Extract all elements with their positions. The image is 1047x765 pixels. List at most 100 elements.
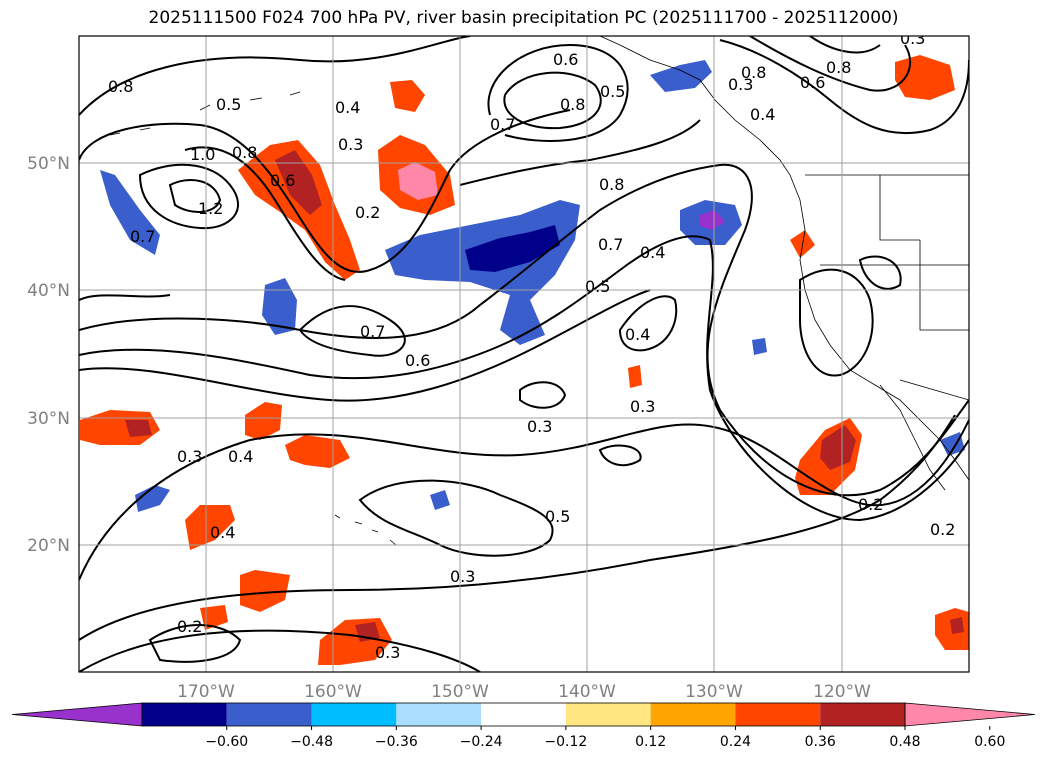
hawaii-islands	[334, 514, 397, 546]
contour-label: 0.4	[625, 325, 650, 344]
graticule	[79, 36, 969, 672]
pv-contour	[358, 479, 554, 557]
baja-coastline	[879, 384, 946, 491]
lon-label: 150°W	[431, 682, 489, 702]
contour-label: 0.4	[750, 105, 775, 124]
precip-patch	[135, 485, 170, 512]
contour-label: 0.2	[858, 495, 883, 514]
pv-contour	[168, 179, 222, 213]
contour-label: 0.6	[270, 171, 295, 190]
pv-contour	[749, 36, 911, 92]
pv-contour	[459, 119, 701, 186]
colorbar-swatch	[142, 703, 227, 726]
pv-contour	[184, 146, 346, 281]
contour-label: 0.5	[545, 507, 570, 526]
pv-contour	[79, 629, 481, 672]
colorbar-tick-label: 0.24	[720, 734, 751, 750]
contour-label: 0.3	[900, 29, 925, 48]
contour-label: 0.2	[930, 520, 955, 539]
precip-patch	[628, 365, 642, 388]
pv-contours	[79, 36, 969, 672]
precip-patch	[752, 338, 767, 355]
pv-contour	[799, 268, 874, 377]
precip-patch	[238, 140, 360, 280]
pv-contour	[79, 109, 571, 273]
pv-contour	[519, 381, 567, 409]
lat-label: 20°N	[27, 536, 70, 556]
pv-contour	[148, 624, 242, 663]
pv-contour	[79, 289, 651, 402]
contour-label: 0.2	[177, 617, 202, 636]
colorbar-swatch	[565, 703, 651, 726]
pv-contour	[79, 36, 471, 116]
pv-contour	[138, 163, 240, 230]
colorbar-tick-label: −0.48	[290, 734, 333, 750]
contour-label: 0.2	[355, 203, 380, 222]
pv-contour	[79, 294, 171, 301]
colorbar-tick-label: 0.48	[889, 734, 920, 750]
colorbar-swatch	[820, 703, 905, 726]
precip-patch	[200, 605, 228, 630]
state-border	[879, 175, 920, 241]
contour-label: 0.8	[826, 58, 851, 77]
contour-label: 0.6	[553, 50, 578, 69]
colorbar-swatch	[735, 703, 821, 726]
colorbar: −0.60 −0.48 −0.36 −0.24 −0.12 0.12 0.24 0.36 0.4…	[11, 702, 1036, 750]
contour-label: 0.7	[130, 227, 155, 246]
lon-label: 140°W	[558, 682, 616, 702]
contour-label: 0.3	[527, 417, 552, 436]
contour-label: 0.3	[375, 643, 400, 662]
pv-contour	[618, 295, 678, 352]
state-border	[919, 240, 969, 331]
contour-label: 0.7	[598, 235, 623, 254]
precip-patch	[125, 420, 152, 437]
map-title: 2025111500 F024 700 hPa PV, river basin …	[148, 8, 899, 28]
longitude-labels: 170°W 160°W 150°W 140°W 130°W 120°W	[177, 682, 871, 702]
contour-label: 0.5	[216, 95, 241, 114]
precip-patch	[390, 80, 425, 112]
plot-frame	[78, 35, 970, 673]
contour-label: 1.2	[198, 199, 223, 218]
contour-label: 0.4	[335, 98, 360, 117]
colorbar-swatch	[481, 703, 566, 726]
precip-patch	[398, 162, 438, 200]
contour-label: 1.0	[190, 145, 215, 164]
lon-label: 160°W	[304, 682, 362, 702]
contour-label: 0.6	[405, 351, 430, 370]
map-plot-area: 0.8 0.5 0.4 0.3 0.2 1.0 0.8 1.2 0.7 0.6 …	[79, 29, 969, 672]
colorbar-tick-label: −0.36	[375, 734, 418, 750]
pv-contour	[858, 255, 902, 290]
colorbar-swatch	[311, 703, 397, 726]
precip-patch	[275, 150, 322, 215]
pv-contour	[79, 235, 969, 522]
colorbar-swatch	[396, 703, 482, 726]
contour-label: 0.8	[232, 143, 257, 162]
aleutian-islands	[109, 91, 301, 136]
lon-label: 120°W	[813, 682, 871, 702]
colorbar-swatch	[650, 703, 736, 726]
contour-label: 0.3	[728, 75, 753, 94]
contour-label: 0.3	[338, 135, 363, 154]
precip-patch	[430, 490, 450, 510]
colorbar-tick-label: −0.12	[544, 734, 587, 750]
precip-patch	[820, 425, 856, 470]
contour-label: 0.4	[640, 243, 665, 262]
contour-labels: 0.8 0.5 0.4 0.3 0.2 1.0 0.8 1.2 0.7 0.6 …	[108, 29, 955, 662]
pv-contour	[298, 305, 406, 357]
contour-label: 0.4	[228, 447, 253, 466]
precip-patch	[650, 60, 712, 92]
pv-contour	[487, 43, 629, 142]
precip-patch	[700, 210, 725, 230]
precip-patch	[80, 410, 160, 445]
contour-label: 0.6	[800, 73, 825, 92]
lon-label: 130°W	[685, 682, 743, 702]
contour-label: 0.4	[210, 523, 235, 542]
contour-label: 0.8	[599, 175, 624, 194]
pv-contour	[79, 163, 969, 497]
contour-label: 0.5	[600, 82, 625, 101]
precip-patch	[262, 278, 297, 335]
colorbar-swatch	[226, 703, 312, 726]
precip-patch	[240, 570, 290, 612]
colorbar-frame	[141, 702, 906, 727]
